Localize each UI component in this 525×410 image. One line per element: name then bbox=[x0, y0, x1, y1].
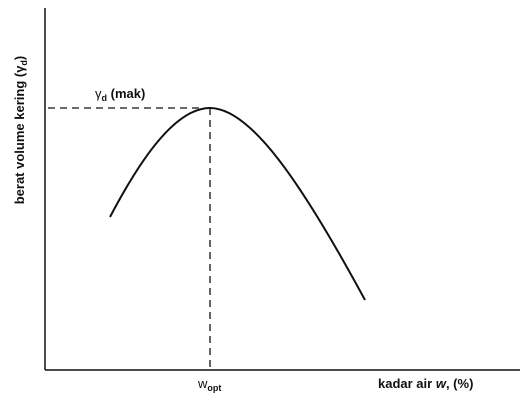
y-label-suffix: ) bbox=[12, 56, 27, 60]
x-axis-label: kadar air w, (%) bbox=[378, 376, 473, 391]
x-label-symbol: w bbox=[436, 376, 447, 391]
peak-suffix: (mak) bbox=[107, 86, 145, 101]
peak-symbol: γ bbox=[95, 86, 102, 101]
compaction-curve bbox=[109, 106, 366, 301]
y-label-text: berat volume kering ( bbox=[12, 72, 27, 204]
y-label-symbol: γ bbox=[12, 65, 27, 73]
optimum-subscript: opt bbox=[207, 383, 221, 393]
x-label-suffix: , (%) bbox=[446, 376, 473, 391]
y-axis-label: berat volume kering (γd) bbox=[12, 56, 29, 205]
peak-label: γd (mak) bbox=[95, 86, 145, 103]
peak-subscript: d bbox=[102, 93, 108, 103]
optimum-symbol: w bbox=[197, 376, 208, 391]
optimum-label: wopt bbox=[197, 376, 221, 393]
x-label-text: kadar air bbox=[378, 376, 436, 391]
y-label-subscript: d bbox=[19, 60, 29, 66]
